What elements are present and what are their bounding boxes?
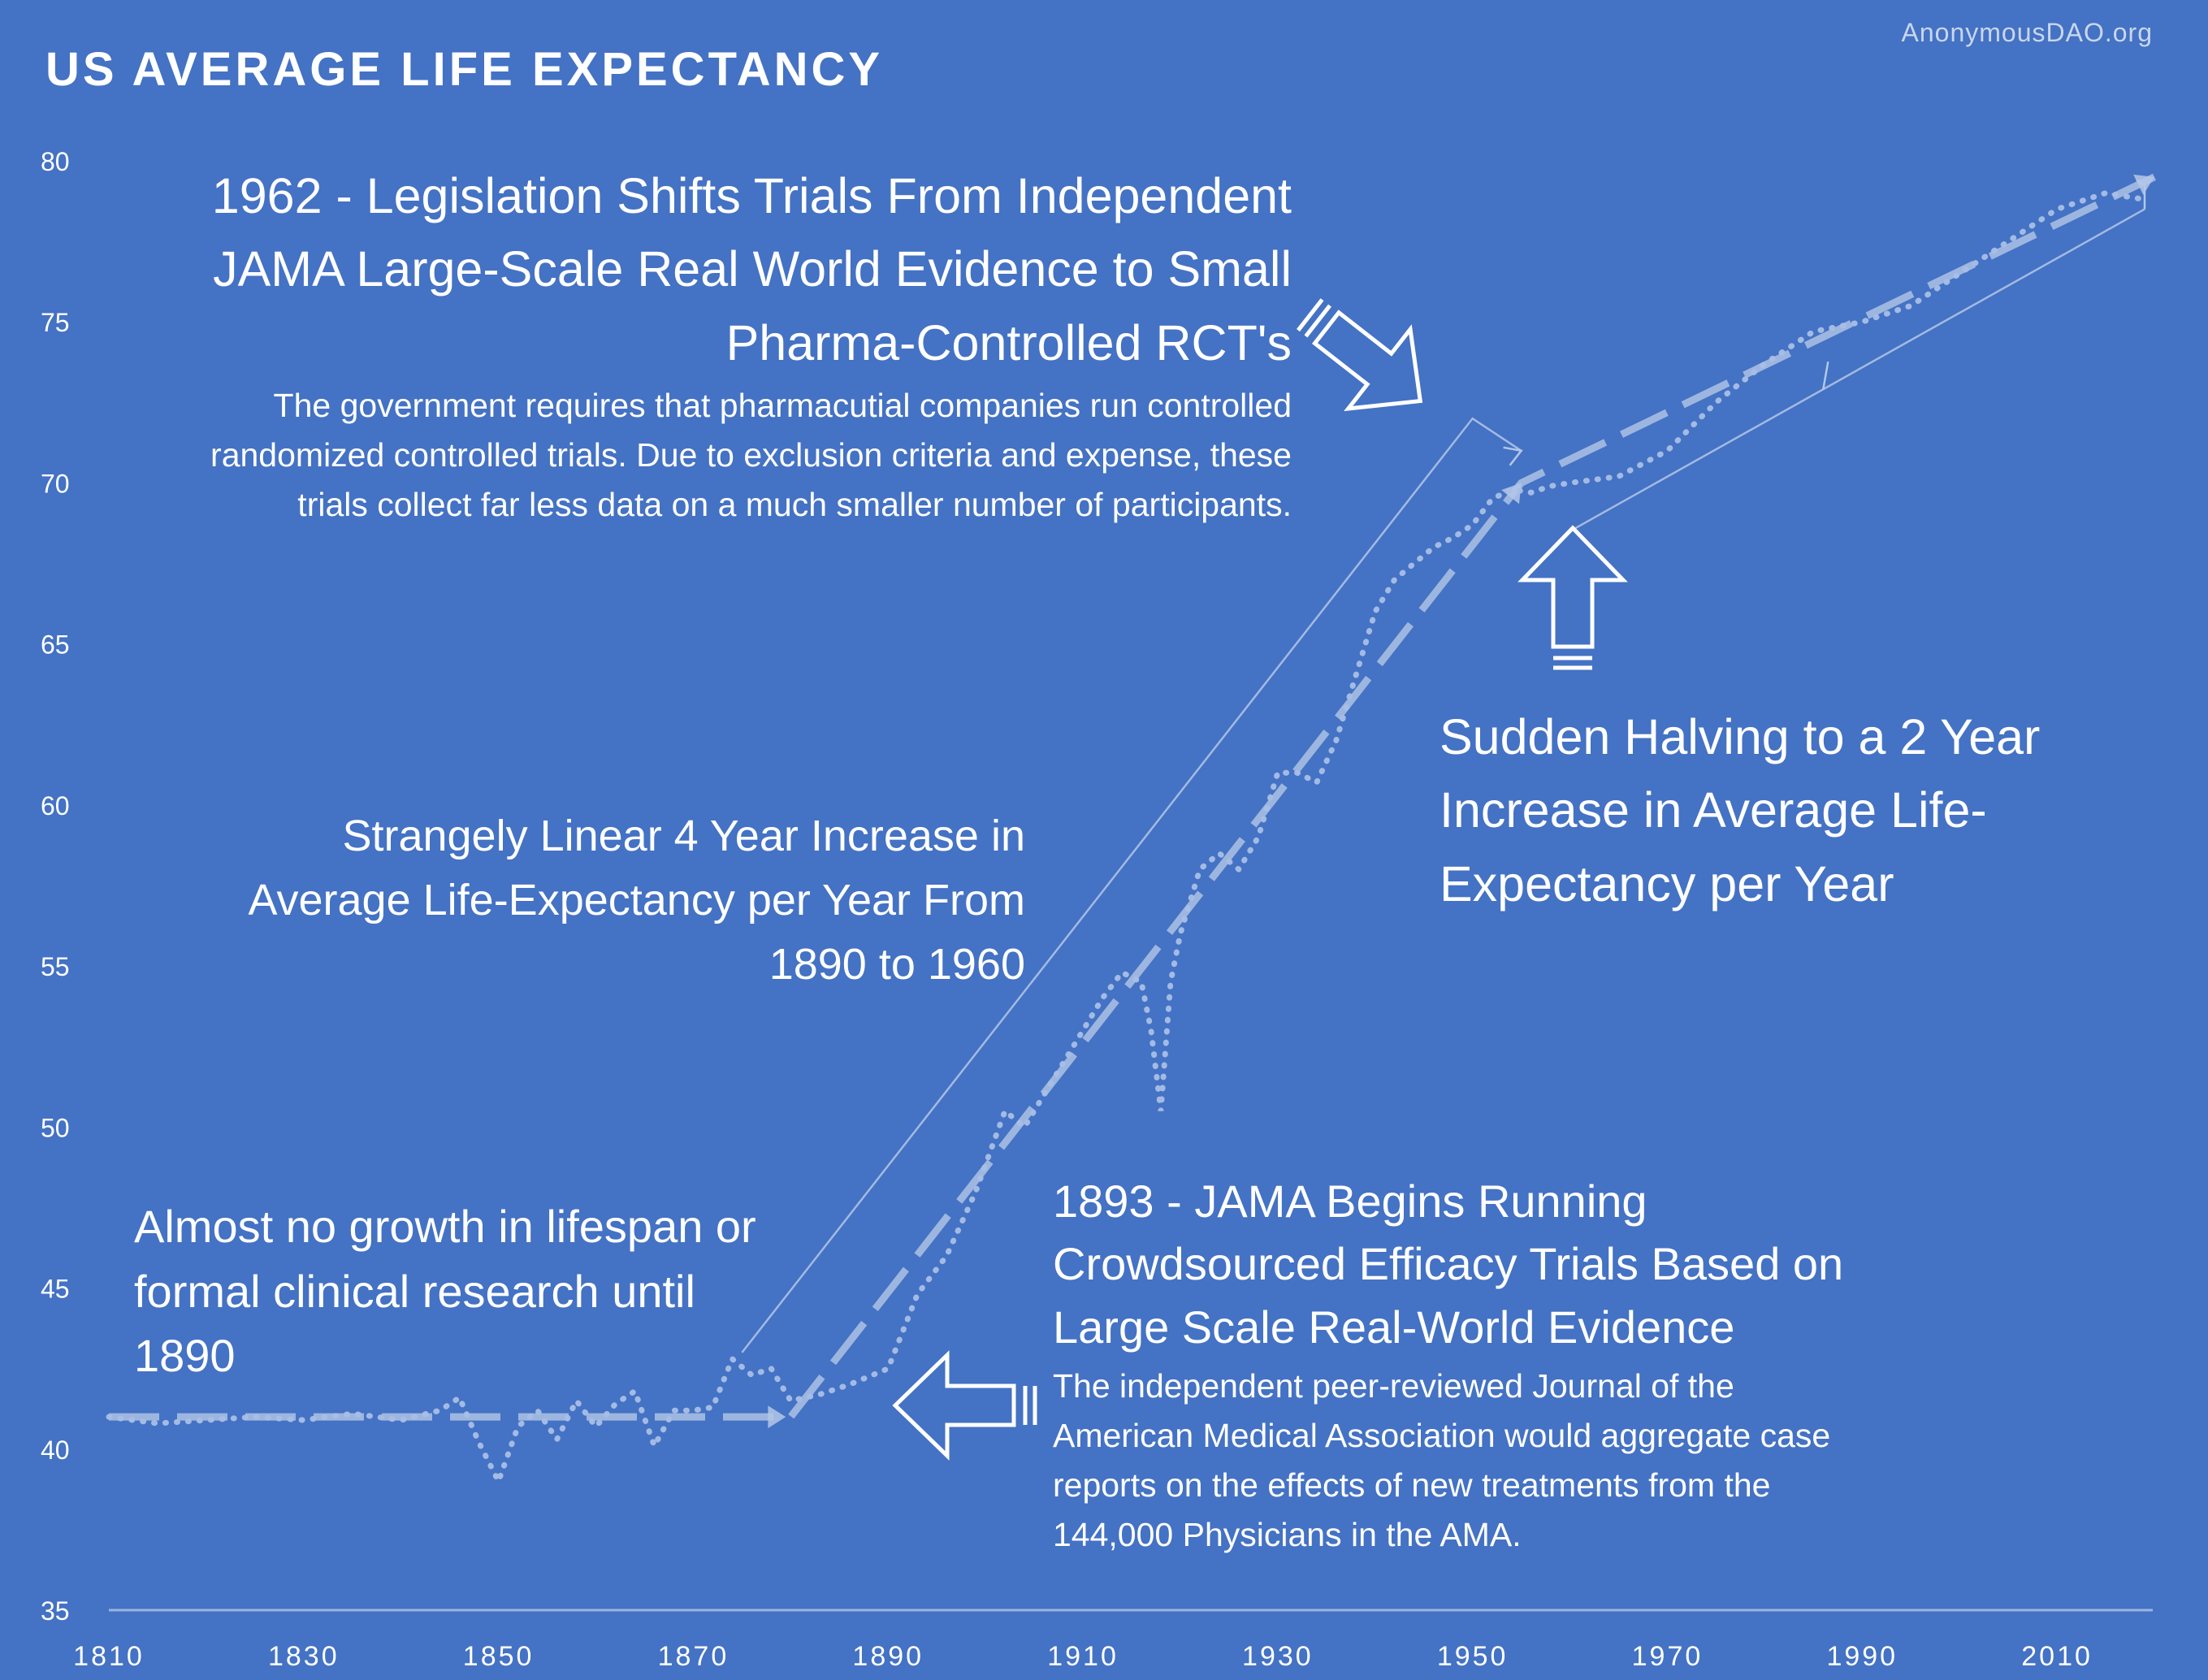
annotation-1893-title: 1893 - JAMA Begins Running Crowdsourced … — [1053, 1176, 1844, 1353]
y-tick-label: 50 — [41, 1113, 70, 1142]
annotation-1893-jama: 1893 - JAMA Begins Running Crowdsourced … — [1053, 1170, 1865, 1560]
x-tick-label: 2010 — [2021, 1641, 2093, 1672]
x-tick-label: 1970 — [1632, 1641, 1704, 1672]
x-tick-label: 1930 — [1242, 1641, 1314, 1672]
x-tick-label: 1850 — [463, 1641, 535, 1672]
reference-tick — [1822, 361, 1829, 390]
trend-arrowhead — [1501, 483, 1522, 504]
arrow-1962-icon — [1297, 298, 1423, 412]
trend-arrowhead — [2133, 174, 2154, 195]
y-tick-label: 75 — [41, 308, 70, 337]
arrow-1962-icon-stripe — [1304, 304, 1331, 338]
annotation-linear-increase: Strangely Linear 4 Year Increase in Aver… — [248, 812, 1025, 989]
y-tick-label: 45 — [41, 1275, 70, 1304]
annotation-1962-legislation: 1962 - Legislation Shifts Trials From In… — [162, 159, 1292, 530]
y-tick-label: 80 — [41, 147, 70, 176]
x-tick-label: 1810 — [73, 1641, 145, 1672]
annotation-1962-body: The government requires that pharmacutia… — [210, 386, 1292, 523]
y-tick-label: 55 — [41, 952, 70, 981]
annotation-1893-body: The independent peer-reviewed Journal of… — [1053, 1366, 1831, 1554]
trend-arrowhead — [768, 1405, 786, 1429]
annotation-1962-title: 1962 - Legislation Shifts Trials From In… — [211, 168, 1292, 370]
x-tick-label: 1950 — [1437, 1641, 1509, 1672]
y-tick-label: 60 — [41, 791, 70, 821]
series-dotted-actual — [106, 190, 2148, 1489]
x-tick-label: 1830 — [268, 1641, 340, 1672]
reference-line-2 — [1569, 208, 2145, 533]
x-tick-label: 1990 — [1826, 1641, 1898, 1672]
reference-line-1 — [741, 417, 1522, 1353]
arrow-1962-icon-shape — [1311, 310, 1423, 412]
annotation-no-growth: Almost no growth in lifespan or formal c… — [134, 1201, 756, 1382]
y-tick-label: 70 — [41, 469, 70, 498]
arrow-up-icon-shape — [1517, 525, 1628, 649]
source-label: AnonymousDAO.org — [1901, 18, 2153, 47]
series-dashed-trend — [109, 173, 2156, 1421]
y-tick-label: 35 — [41, 1596, 70, 1626]
reference-arrowhead — [1503, 446, 1523, 466]
annotation-sudden-halving: Sudden Halving to a 2 Year Increase in A… — [1440, 709, 2041, 911]
x-tick-label: 1890 — [852, 1641, 924, 1672]
arrow-1962-icon-stripe — [1297, 298, 1324, 332]
arrow-up-icon — [1517, 525, 1628, 670]
arrow-left-icon — [892, 1350, 1037, 1461]
y-tick-label: 65 — [41, 630, 70, 660]
chart-title: US AVERAGE LIFE EXPECTANCY — [45, 43, 884, 96]
y-tick-label: 40 — [41, 1435, 70, 1465]
x-tick-label: 1910 — [1047, 1641, 1119, 1672]
arrow-left-icon-shape — [892, 1350, 1016, 1461]
x-tick-label: 1870 — [658, 1641, 730, 1672]
